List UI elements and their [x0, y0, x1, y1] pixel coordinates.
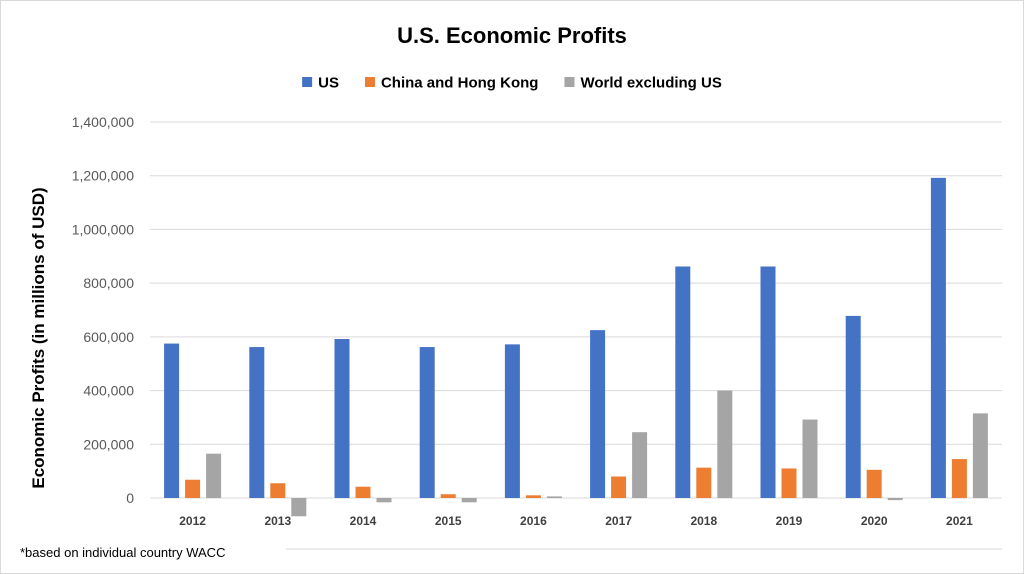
legend-swatch: [364, 77, 375, 87]
bar-china-and-hong-kong-2020: [866, 469, 882, 498]
y-axis-ticks: 0 200,000 400,000 600,000 800,000 1,000,000 1,…: [72, 114, 135, 506]
gridlines: [150, 121, 1002, 499]
bar-china-and-hong-kong-2015: [440, 494, 456, 498]
bar-china-and-hong-kong-2016: [525, 495, 541, 498]
x-tick-label: 2021: [946, 514, 973, 528]
y-tick-label: 1,200,000: [72, 168, 134, 184]
bar-us-2016: [504, 344, 520, 498]
bar-us-2019: [760, 266, 776, 498]
bar-us-2021: [930, 177, 946, 498]
bar-us-2018: [675, 266, 691, 498]
x-tick-label: 2017: [605, 514, 632, 528]
y-axis-label: Economic Profits (in millions of USD): [29, 187, 48, 488]
bar-us-2015: [419, 347, 435, 498]
bar-us-2017: [590, 330, 606, 498]
y-tick-label: 1,400,000: [72, 114, 134, 130]
x-tick-label: 2019: [776, 514, 803, 528]
bar-china-and-hong-kong-2019: [781, 468, 797, 498]
bar-china-and-hong-kong-2013: [270, 483, 286, 498]
footnote: *based on individual country WACC: [20, 545, 225, 560]
x-tick-label: 2014: [350, 514, 377, 528]
bar-world-excluding-us-2019: [802, 419, 818, 498]
x-tick-label: 2012: [179, 514, 206, 528]
bar-world-excluding-us-2012: [206, 453, 222, 498]
x-tick-label: 2013: [264, 514, 291, 528]
legend-swatch: [302, 77, 313, 87]
bar-us-2012: [164, 343, 180, 498]
legend-swatch: [564, 77, 575, 87]
y-tick-label: 0: [126, 490, 134, 506]
bar-china-and-hong-kong-2012: [185, 479, 201, 498]
x-tick-label: 2016: [520, 514, 547, 528]
y-tick-label: 200,000: [83, 436, 134, 452]
legend-label: World excluding US: [580, 75, 721, 92]
bar-us-2013: [249, 347, 265, 498]
bar-china-and-hong-kong-2014: [355, 486, 371, 498]
x-tick-label: 2015: [435, 514, 462, 528]
bar-world-excluding-us-2014: [376, 498, 392, 503]
bar-world-excluding-us-2013: [291, 498, 307, 517]
x-tick-label: 2020: [861, 514, 888, 528]
bar-china-and-hong-kong-2017: [611, 476, 627, 498]
bar-china-and-hong-kong-2018: [696, 467, 712, 498]
bar-world-excluding-us-2018: [717, 390, 733, 498]
y-tick-label: 1,000,000: [72, 221, 134, 237]
bar-us-2020: [845, 315, 861, 498]
x-axis-ticks: 2012 2013 2014 2015 2016 2017 2018 2019 2020 2021: [179, 514, 973, 528]
y-tick-label: 600,000: [83, 329, 134, 345]
bars: [164, 177, 988, 517]
chart-title: U.S. Economic Profits: [397, 23, 627, 48]
bar-world-excluding-us-2016: [546, 496, 562, 498]
y-tick-label: 800,000: [83, 275, 134, 291]
legend: US China and Hong Kong World excluding US: [302, 75, 722, 92]
bar-world-excluding-us-2021: [972, 413, 988, 498]
legend-label: US: [318, 75, 339, 92]
y-tick-label: 400,000: [83, 383, 134, 399]
bar-world-excluding-us-2020: [887, 498, 903, 501]
bar-us-2014: [334, 339, 350, 498]
bar-world-excluding-us-2017: [632, 432, 648, 498]
legend-label: China and Hong Kong: [381, 75, 538, 92]
bar-world-excluding-us-2015: [461, 498, 477, 503]
x-tick-label: 2018: [690, 514, 717, 528]
bar-china-and-hong-kong-2021: [951, 459, 967, 498]
